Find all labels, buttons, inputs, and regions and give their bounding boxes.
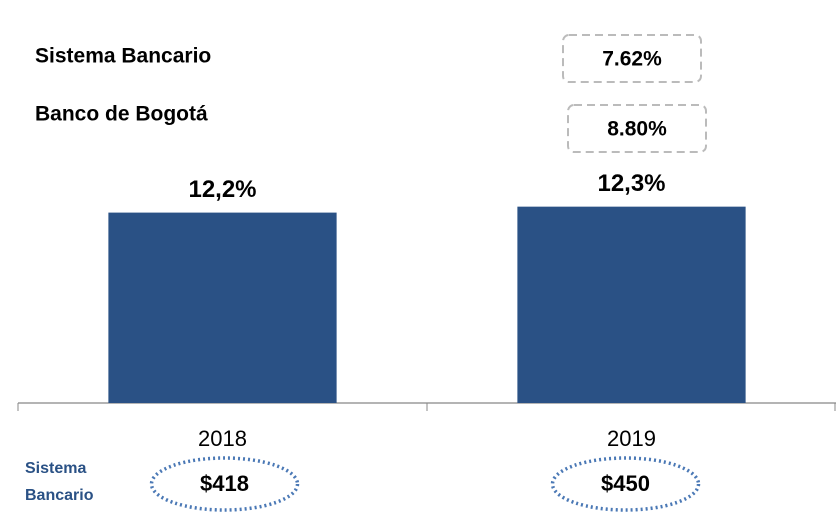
row-label: Banco de Bogotá — [35, 103, 208, 126]
row-label: Sistema Bancario — [35, 45, 211, 68]
value-box — [562, 34, 702, 83]
data-label: 12,2% — [188, 176, 256, 203]
x-tick-label: 2018 — [198, 426, 247, 451]
value-box — [567, 104, 707, 153]
data-label: 12,3% — [597, 170, 665, 197]
footer-value: $418 — [200, 471, 249, 496]
row-value: 7.62% — [602, 48, 662, 71]
x-tick-label: 2019 — [607, 426, 656, 451]
value-ellipse — [149, 456, 300, 512]
bar — [517, 206, 746, 403]
footer-label: Bancario — [25, 487, 94, 504]
row-value: 8.80% — [607, 118, 667, 141]
footer-label: Sistema — [25, 460, 86, 477]
bar — [108, 212, 337, 403]
value-ellipse — [550, 456, 701, 512]
footer-value: $450 — [601, 471, 650, 496]
